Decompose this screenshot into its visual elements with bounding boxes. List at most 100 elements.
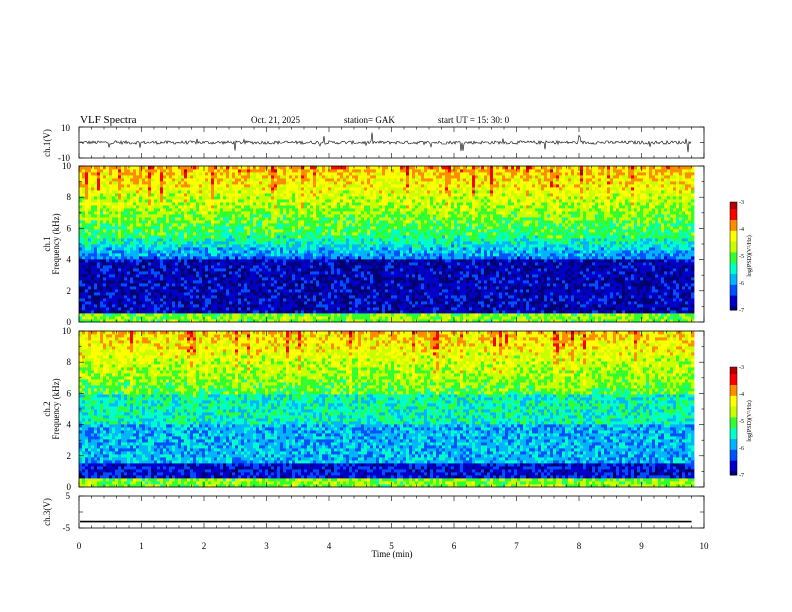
spec1-cell <box>187 259 190 262</box>
spec1-cell <box>337 223 340 226</box>
spec1-cell <box>274 238 277 241</box>
spec1-cell <box>292 307 295 310</box>
spec1-cell <box>274 229 277 232</box>
spec1-cell <box>277 226 280 229</box>
spec1-cell <box>289 220 292 223</box>
spec1-cell <box>118 310 121 313</box>
spec1-cell <box>283 220 286 223</box>
spec1-cell <box>196 247 199 250</box>
spec1-cell <box>268 166 271 169</box>
spec1-cell <box>289 271 292 274</box>
spec1-cell <box>94 295 97 298</box>
spec1-cell <box>310 283 313 286</box>
spec1-cell <box>331 313 334 316</box>
spec1-cell <box>271 181 274 184</box>
spec1-cell <box>142 199 145 202</box>
spec1-cell <box>214 199 217 202</box>
spec1-cell <box>145 217 148 220</box>
spec1-cell <box>187 196 190 199</box>
spec1-cell <box>109 187 112 190</box>
spec1-cell <box>229 220 232 223</box>
spec1-cell <box>130 190 133 193</box>
spec1-cell <box>202 217 205 220</box>
spec1-cell <box>319 268 322 271</box>
spec1-cell <box>148 184 151 187</box>
spec1-cell <box>247 313 250 316</box>
spec1-cell <box>133 298 136 301</box>
spec1-cell <box>160 172 163 175</box>
spec1-cell <box>346 220 349 223</box>
spec1-cell <box>310 181 313 184</box>
spec1-cell <box>145 241 148 244</box>
spec1-cell <box>349 244 352 247</box>
spec1-cell <box>136 247 139 250</box>
spec1-cell <box>268 238 271 241</box>
spec1-cell <box>139 313 142 316</box>
spec1-cell <box>232 238 235 241</box>
spec1-cell <box>217 301 220 304</box>
spec1-cell <box>364 307 367 310</box>
spec1-cell <box>184 196 187 199</box>
spec1-cell <box>349 190 352 193</box>
spec1-cell <box>223 277 226 280</box>
spec1-cell <box>289 241 292 244</box>
spec1-cell <box>136 217 139 220</box>
spec1-cell <box>235 250 238 253</box>
spec1-cell <box>127 265 130 268</box>
spec1-cell <box>247 247 250 250</box>
spec1-cell <box>82 268 85 271</box>
spec1-cell <box>250 214 253 217</box>
spec1-cell <box>280 190 283 193</box>
spec1-cell <box>199 184 202 187</box>
spec1-cell <box>220 202 223 205</box>
spec1-cell <box>259 277 262 280</box>
spec1-cell <box>115 289 118 292</box>
spec1-cell <box>121 274 124 277</box>
spec1-cell <box>94 199 97 202</box>
spec1-cell <box>106 304 109 307</box>
spec1-cell <box>193 286 196 289</box>
spec1-cell <box>82 238 85 241</box>
spec1-cell <box>364 208 367 211</box>
spec1-cell <box>79 238 82 241</box>
spec1-cell <box>253 298 256 301</box>
spec1-cell <box>295 256 298 259</box>
spec1-cell <box>100 298 103 301</box>
spec1-cell <box>268 253 271 256</box>
spec1-cell <box>184 310 187 313</box>
spec1-cell <box>247 262 250 265</box>
spec1-cell <box>298 271 301 274</box>
spec1-cell <box>328 250 331 253</box>
spec1-cell <box>340 214 343 217</box>
spec1-cell <box>352 208 355 211</box>
spec1-cell <box>148 265 151 268</box>
spec1-cell <box>337 208 340 211</box>
spec1-cell <box>355 301 358 304</box>
spec1-cell <box>178 310 181 313</box>
spec1-cell <box>118 211 121 214</box>
spec1-cell <box>331 238 334 241</box>
spec1-cell <box>280 316 283 319</box>
spec1-cell <box>157 250 160 253</box>
spec1-cell <box>79 235 82 238</box>
spec1-cell <box>292 214 295 217</box>
spec1-cell <box>361 289 364 292</box>
spec1-cell <box>100 208 103 211</box>
spec1-cell <box>229 292 232 295</box>
spec1-cell <box>208 295 211 298</box>
spec1-cell <box>295 283 298 286</box>
spec1-cell <box>148 214 151 217</box>
spec1-cell <box>97 202 100 205</box>
spec1-cell <box>157 307 160 310</box>
spec1-cell <box>211 235 214 238</box>
spec1-cell <box>160 175 163 178</box>
spec1-cell <box>325 244 328 247</box>
spec1-cell <box>307 217 310 220</box>
spec1-cell <box>199 226 202 229</box>
spec1-cell <box>286 310 289 313</box>
spec1-cell <box>154 217 157 220</box>
spec1-cell <box>124 166 127 169</box>
spec1-cell <box>352 262 355 265</box>
spec1-cell <box>121 250 124 253</box>
spec1-cell <box>265 217 268 220</box>
